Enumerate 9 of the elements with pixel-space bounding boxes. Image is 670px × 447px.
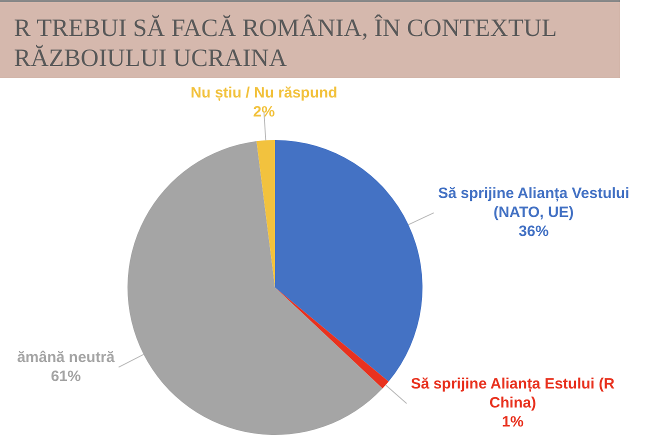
data-label: 36%	[518, 222, 549, 240]
data-label: 2%	[253, 103, 275, 120]
slice-label: Să sprijine Alianța Vestului (NATO, UE)	[438, 184, 630, 221]
slice-label: Nu știu / Nu răspund	[190, 84, 338, 102]
data-label: 61%	[50, 368, 81, 385]
slice-label: ămână neutră	[17, 348, 116, 366]
chart-title: R TREBUI SĂ FACĂ ROMÂNIA, ÎN CONTEXTUL RĂZBOIULUI UCRAINA	[0, 0, 620, 78]
data-label: 1%	[502, 414, 524, 431]
slice-label: Să sprijine Alianța Estului (R China)	[410, 376, 615, 412]
